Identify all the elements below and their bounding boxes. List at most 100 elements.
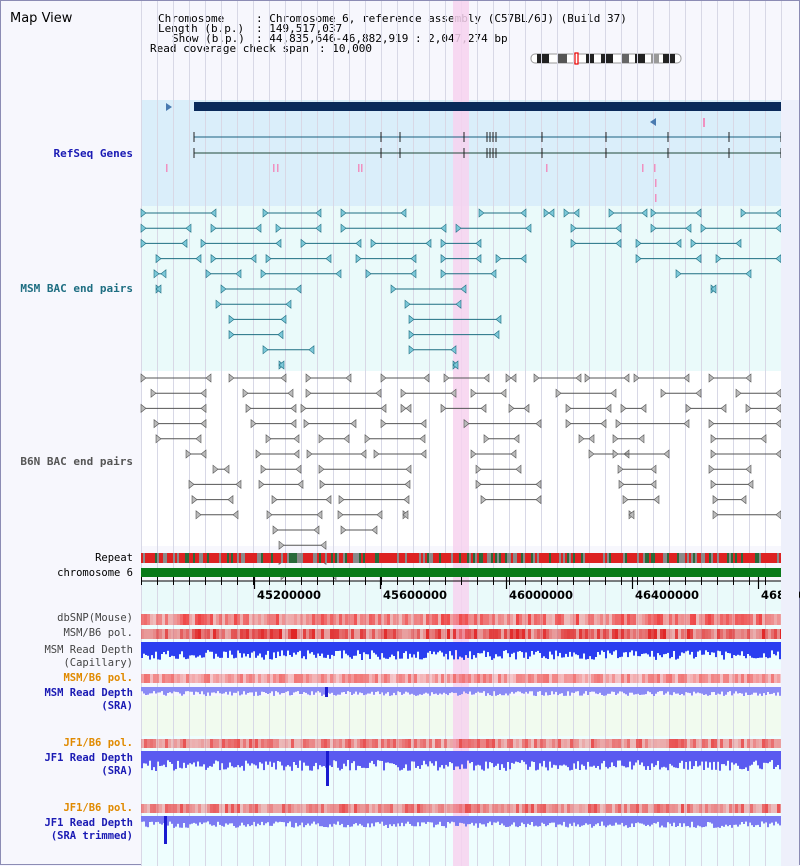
track-label-msm-bac[interactable]: MSM BAC end pairs <box>20 282 133 295</box>
msm-sra-depth-bar <box>645 687 647 695</box>
msm-sra-depth-bar <box>599 687 601 693</box>
repeat-track[interactable] <box>141 553 781 563</box>
msm-cap-depth-bar <box>639 642 641 657</box>
track-label-msm-b6-pol-2[interactable]: MSM/B6 pol. <box>63 672 133 684</box>
jf1-sra-depth-bar <box>477 751 479 765</box>
msm-pol-heat-cell <box>735 674 738 683</box>
jf1-pol-heat-cell <box>558 804 561 813</box>
jf1-sra-depth-bar <box>219 751 221 771</box>
track-label-repeat[interactable]: Repeat <box>95 552 133 564</box>
msm-sra-depth-bar <box>635 687 637 695</box>
msm-cap-depth-bar <box>673 642 675 651</box>
jf1-sra-depth-bar <box>645 751 647 770</box>
msm-sra-depth-bar <box>159 687 161 693</box>
msm-cap-depth-bar <box>483 642 485 651</box>
jf1-trim-depth-bar <box>435 816 437 825</box>
jf1-pol-heat-cell <box>561 804 564 813</box>
selected-region-highlight[interactable] <box>453 1 469 866</box>
msm-pol-heat-cell <box>408 674 411 683</box>
jf1-sra-depth-bar <box>263 751 265 771</box>
msm-cap-depth-bar <box>237 642 239 651</box>
repeat-segment <box>239 553 241 563</box>
jf1-trim-depth-bar <box>171 816 173 824</box>
track-label-jf1-depth-trim[interactable]: JF1 Read Depth <box>44 817 133 829</box>
jf1-pol-heat-cell <box>624 739 627 748</box>
jf1-pol-heat-cell <box>534 804 537 813</box>
msm-pol-heat-cell <box>504 629 507 639</box>
track-label-dbsnp[interactable]: dbSNP(Mouse) <box>57 612 133 624</box>
track-label-msm-depth-cap[interactable]: MSM Read Depth <box>44 644 133 656</box>
msm-bac-end-left <box>228 329 235 340</box>
variation-depth-tracks[interactable] <box>141 614 783 844</box>
b6n-bac-end-left <box>470 388 477 398</box>
repeat-segment <box>203 553 205 563</box>
dbsnp-heat-cell <box>270 614 273 625</box>
jf1-trim-depth-bar <box>149 816 151 822</box>
jf1-pol-heat-cell <box>549 804 552 813</box>
msm-pol-heat-cell <box>366 629 369 639</box>
msm-cap-depth-bar <box>351 642 353 659</box>
track-label-b6n-bac[interactable]: B6N BAC end pairs <box>20 455 133 468</box>
dbsnp-heat-cell <box>315 614 318 625</box>
jf1-pol-heat-cell <box>240 739 243 748</box>
msm-pol-heat-cell <box>729 629 732 639</box>
msm-cap-depth-bar <box>371 642 373 651</box>
msm-cap-depth-bar <box>599 642 601 655</box>
repeat-segment <box>707 553 709 563</box>
msm-pol-heat-cell <box>699 629 702 639</box>
jf1-pol-heat-cell <box>567 804 570 813</box>
msm-pol-heat-cell <box>570 629 573 639</box>
msm-sra-depth-bar <box>359 687 361 693</box>
chromosome-bar[interactable] <box>141 568 781 577</box>
repeat-segment <box>649 553 651 563</box>
dbsnp-heat-cell <box>276 614 279 625</box>
msm-cap-depth-bar <box>269 642 271 660</box>
msm-pol-heat-cell <box>321 674 324 683</box>
repeat-segment <box>687 553 689 563</box>
repeat-segment <box>637 553 639 563</box>
msm-cap-depth-bar <box>151 642 153 656</box>
msm-cap-depth-bar <box>501 642 503 659</box>
b6n-bac-end-left <box>305 388 312 398</box>
jf1-sra-depth-bar <box>287 751 289 766</box>
repeat-segment <box>253 553 255 563</box>
track-label-msm-b6-pol[interactable]: MSM/B6 pol. <box>63 627 133 639</box>
msm-pol-heat-cell <box>489 674 492 683</box>
msm-sra-depth-bar <box>587 687 589 695</box>
msm-bac-features[interactable] <box>140 208 782 370</box>
jf1-pol-heat-cell <box>621 804 624 813</box>
track-label-msm-depth-sra[interactable]: MSM Read Depth <box>44 687 133 699</box>
dbsnp-heat-cell <box>633 614 636 625</box>
msm-bac-end-left <box>210 253 217 264</box>
track-label-jf1-depth-sra[interactable]: JF1 Read Depth <box>44 752 133 764</box>
msm-sra-depth-bar <box>771 687 773 694</box>
repeat-segment <box>199 553 201 563</box>
track-label-refseq[interactable]: RefSeq Genes <box>53 147 133 160</box>
msm-cap-depth-bar <box>273 642 275 653</box>
jf1-trim-depth-bar <box>201 816 203 825</box>
refseq-gene-features[interactable] <box>166 102 782 202</box>
msm-pol-heat-cell <box>471 629 474 639</box>
repeat-segment <box>549 553 551 563</box>
dbsnp-heat-cell <box>222 614 225 625</box>
track-label-jf1-b6-pol-2[interactable]: JF1/B6 pol. <box>63 802 133 814</box>
dbsnp-heat-cell <box>525 614 528 625</box>
msm-pol-heat-cell <box>411 629 414 639</box>
jf1-trim-depth-bar <box>409 816 411 824</box>
jf1-pol-heat-cell <box>249 804 252 813</box>
msm-pol-heat-cell <box>729 674 732 683</box>
jf1-pol-heat-cell <box>558 739 561 748</box>
jf1-sra-depth-bar <box>421 751 423 766</box>
dbsnp-heat-cell <box>165 614 168 625</box>
msm-cap-depth-bar <box>589 642 591 657</box>
b6n-bac-features[interactable] <box>140 373 782 581</box>
msm-cap-depth-bar <box>649 642 651 657</box>
track-label-jf1-b6-pol[interactable]: JF1/B6 pol. <box>63 737 133 749</box>
msm-cap-depth-bar <box>637 642 639 657</box>
track-label-chromosome[interactable]: chromosome 6 <box>57 567 133 579</box>
repeat-segment <box>481 553 483 563</box>
dbsnp-heat-cell <box>507 614 510 625</box>
msm-bac-end-right <box>285 299 292 309</box>
msm-pol-heat-cell <box>459 629 462 639</box>
